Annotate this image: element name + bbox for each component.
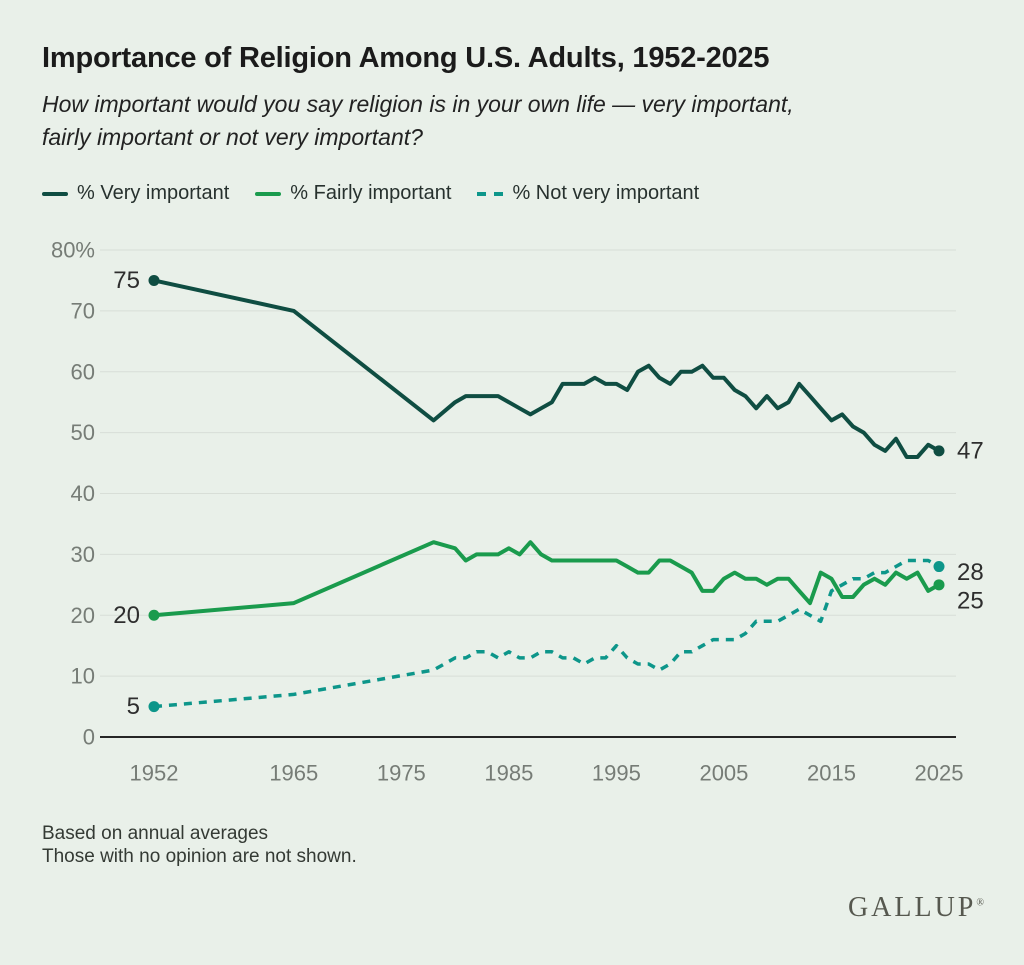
legend-item-not-very-important: % Not very important <box>477 182 699 205</box>
x-tick-label-1952: 1952 <box>130 761 179 786</box>
gallup-logo-text: GALLUP <box>847 892 977 923</box>
chart-subtitle: How important would you say religion is … <box>42 88 794 154</box>
end-value-label-0: 47 <box>957 437 984 464</box>
start-value-label-2: 5 <box>127 693 140 720</box>
y-tick-label-70: 70 <box>71 298 95 323</box>
gallup-logo: GALLUP® <box>848 892 984 924</box>
y-tick-label-0: 0 <box>83 725 95 750</box>
start-dot-series-0 <box>148 274 160 286</box>
footnote-line-1: Based on annual averages <box>42 823 269 844</box>
series-line-1 <box>153 540 940 618</box>
subtitle-line-1: How important would you say religion is … <box>42 91 794 117</box>
start-dot-series-2 <box>148 701 160 713</box>
x-tick-label-1965: 1965 <box>269 761 318 786</box>
legend-item-fairly-important: % Fairly important <box>255 182 451 205</box>
legend-label: % Not very important <box>512 182 700 204</box>
registered-mark-icon: ® <box>976 897 984 909</box>
legend-label: % Fairly important <box>290 182 452 204</box>
legend-label: % Very important <box>77 182 230 204</box>
y-tick-label-20: 20 <box>71 603 95 628</box>
legend-swatch-dashed-teal-icon <box>477 191 504 196</box>
end-value-label-1: 25 <box>957 587 984 614</box>
x-tick-label-2005: 2005 <box>699 761 748 786</box>
start-value-label-0: 75 <box>113 267 140 294</box>
legend-swatch-solid-green-icon <box>255 191 282 196</box>
y-tick-label-60: 60 <box>71 359 95 384</box>
chart-footnote: Based on annual averages Those with no o… <box>42 822 357 868</box>
subtitle-line-2: fairly important or not very important? <box>42 124 423 150</box>
footnote-line-2: Those with no opinion are not shown. <box>42 846 357 867</box>
x-tick-label-1995: 1995 <box>592 761 641 786</box>
chart-title: Importance of Religion Among U.S. Adults… <box>42 42 770 74</box>
y-tick-label-40: 40 <box>71 481 95 506</box>
legend-item-very-important: % Very important <box>42 182 229 205</box>
x-tick-label-1985: 1985 <box>484 761 533 786</box>
end-value-label-2: 28 <box>957 559 984 586</box>
start-dot-series-1 <box>148 609 160 621</box>
y-tick-label-30: 30 <box>71 542 95 567</box>
x-tick-label-2015: 2015 <box>807 761 856 786</box>
x-tick-label-1975: 1975 <box>377 761 426 786</box>
series-line-0 <box>153 278 940 459</box>
end-dot-series-0 <box>933 445 945 457</box>
y-tick-label-10: 10 <box>71 664 95 689</box>
end-dot-series-2 <box>933 561 945 573</box>
series-line-2 <box>153 558 940 709</box>
chart-legend: % Very important % Fairly important % No… <box>42 182 699 205</box>
start-value-label-1: 20 <box>113 602 140 629</box>
legend-swatch-solid-dark-icon <box>42 191 68 196</box>
x-tick-label-2025: 2025 <box>915 761 964 786</box>
y-tick-label-80: 80% <box>51 238 95 263</box>
end-dot-series-1 <box>933 579 945 591</box>
y-tick-label-50: 50 <box>71 420 95 445</box>
